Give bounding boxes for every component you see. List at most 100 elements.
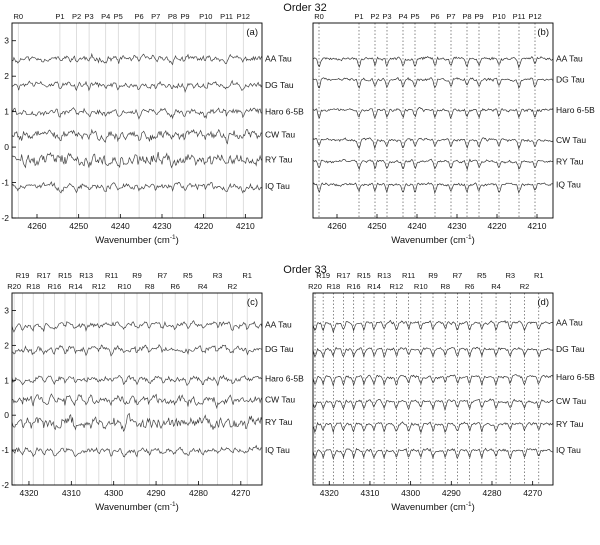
line-label: R8	[145, 282, 155, 291]
spectrum-line	[312, 398, 554, 412]
x-tick-label: 4280	[483, 488, 502, 498]
line-label: P2	[72, 12, 81, 21]
panel-a: R0 P1 P2 P3 P4 P5 P6 P7 P8 P9 P10 P11 P12 AA Tau DG Ta…	[1, 12, 304, 246]
series-label: CW Tau	[265, 130, 295, 140]
spectrum-line	[11, 344, 263, 357]
series-label: RY Tau	[556, 156, 584, 166]
line-label: R7	[158, 271, 168, 280]
panel-label: (c)	[247, 297, 258, 308]
line-label: R2	[520, 282, 530, 291]
series-label: RY Tau	[556, 419, 584, 429]
x-axis: 4320 4310 4300 4290 4280 4270	[320, 481, 542, 498]
y-tick-label: 1	[4, 107, 9, 117]
spectrum-line	[312, 158, 554, 171]
y-tick-label: -2	[1, 480, 9, 490]
x-tick-label: 4290	[147, 488, 166, 498]
series-label: IQ Tau	[265, 445, 290, 455]
spectrum-line	[312, 447, 554, 461]
x-axis-title: Wavenumber (cm-1)	[391, 234, 475, 246]
line-label: R12	[92, 282, 106, 291]
spectrum-line	[11, 393, 263, 410]
line-label: R10	[414, 282, 428, 291]
line-label: R11	[402, 271, 415, 280]
x-tick-label: 4220	[194, 221, 213, 231]
panel-label: (a)	[246, 27, 258, 38]
y-tick-label: 2	[4, 71, 9, 81]
panel-label: (b)	[537, 27, 549, 38]
line-label: R8	[440, 282, 450, 291]
spectrum-line	[312, 106, 554, 119]
plot-frame	[11, 292, 263, 486]
x-tick-label: 4230	[153, 221, 172, 231]
line-label: R1	[534, 271, 544, 280]
series-label: AA Tau	[265, 319, 292, 329]
line-label: R18	[26, 282, 40, 291]
line-label: R3	[505, 271, 515, 280]
series-label: Haro 6-5B	[556, 372, 595, 382]
spectrum-line	[11, 444, 263, 458]
y-tick-label: 2	[4, 340, 9, 350]
y-tick-label: 0	[4, 410, 9, 420]
panel-label: (d)	[537, 297, 549, 308]
line-label: P11	[513, 12, 526, 21]
line-label: R17	[37, 271, 51, 280]
line-label: P11	[220, 12, 233, 21]
line-label: P5	[410, 12, 419, 21]
x-tick-label: 4270	[523, 488, 542, 498]
series-label: DG Tau	[265, 344, 294, 354]
spectrum-line	[312, 421, 554, 434]
x-axis-title: Wavenumber (cm-1)	[95, 501, 179, 513]
line-label: R18	[326, 282, 340, 291]
line-label: R6	[465, 282, 475, 291]
spectrum-line	[312, 77, 554, 89]
order-33-title: Order 33	[283, 264, 326, 276]
x-tick-label: 4220	[488, 221, 507, 231]
x-tick-label: 4240	[408, 221, 427, 231]
line-label: R16	[47, 282, 61, 291]
x-tick-label: 4210	[236, 221, 255, 231]
series-label: RY Tau	[265, 417, 293, 427]
series-label: RY Tau	[265, 155, 293, 165]
x-tick-label: 4300	[401, 488, 420, 498]
line-label: P4	[101, 12, 110, 21]
line-label: R0	[314, 12, 324, 21]
x-tick-label: 4320	[19, 488, 38, 498]
line-label: R19	[16, 271, 30, 280]
line-label: R2	[228, 282, 238, 291]
series-label: CW Tau	[556, 135, 586, 145]
series-label: DG Tau	[556, 344, 585, 354]
spectrum-line	[11, 181, 263, 194]
line-label: P1	[55, 12, 64, 21]
line-label: P7	[446, 12, 455, 21]
line-label: R1	[242, 271, 252, 280]
line-label: P7	[151, 12, 160, 21]
line-label: R13	[377, 271, 391, 280]
plot-frame	[11, 22, 263, 219]
panel-d: R19 R17 R15 R13 R11 R9 R7 R5 R3 R1 R20 R18 R16 R14 R12…	[308, 271, 595, 513]
spectrum-line	[11, 107, 262, 120]
y-axis: -2 -1 0 1 2 3	[1, 36, 16, 223]
x-tick-label: 4270	[231, 488, 250, 498]
y-tick-label: 3	[4, 36, 9, 46]
line-label: R3	[213, 271, 223, 280]
series-label: IQ Tau	[265, 181, 290, 191]
x-tick-label: 4310	[360, 488, 379, 498]
series-label: AA Tau	[556, 318, 583, 328]
line-label: R5	[477, 271, 487, 280]
series-label: CW Tau	[265, 394, 295, 404]
line-label: R10	[117, 282, 131, 291]
spectrum-line	[312, 182, 554, 195]
line-label: R17	[337, 271, 351, 280]
plot-frame	[312, 22, 554, 219]
line-label: P2	[370, 12, 379, 21]
line-label: P5	[114, 12, 123, 21]
y-tick-label: 3	[4, 305, 9, 315]
x-tick-label: 4300	[104, 488, 123, 498]
line-label: R9	[428, 271, 438, 280]
x-axis: 4260 4250 4240 4230 4220 4210	[328, 214, 547, 231]
spectrum-line	[11, 412, 263, 433]
line-label: R13	[79, 271, 93, 280]
line-label: P3	[382, 12, 391, 21]
spectrum-line	[312, 137, 554, 150]
series-label: AA Tau	[556, 53, 583, 63]
